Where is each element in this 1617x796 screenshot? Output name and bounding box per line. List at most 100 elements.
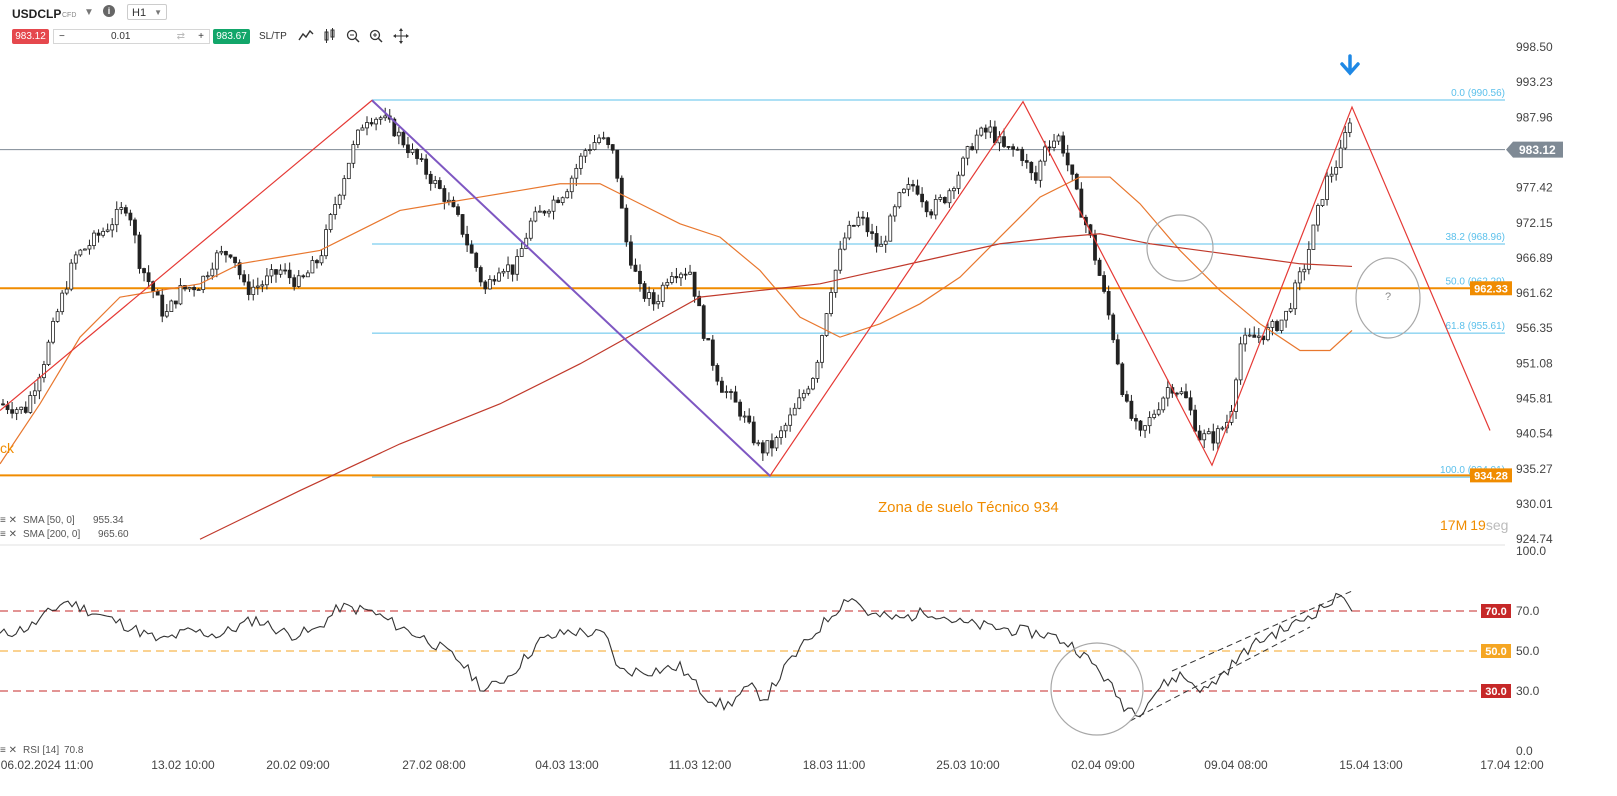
quantity-stepper[interactable]: − 0.01 ⇄ + [53, 29, 210, 44]
candle-body [1124, 394, 1129, 402]
candle-body [974, 134, 979, 151]
legend: ≡ ✕ SMA [50, 0] 955.34 ≡ ✕ SMA [200, 0] … [0, 515, 129, 756]
price-tick-label: 993.23 [1516, 75, 1553, 89]
candle-body [292, 277, 297, 287]
candle-body [756, 442, 761, 445]
candle-body [60, 292, 65, 313]
candle-body [78, 249, 83, 256]
buy-button[interactable]: 983.67 [213, 29, 250, 44]
candle-body [1279, 319, 1284, 331]
candle-body [1156, 409, 1161, 415]
candle-body [842, 237, 847, 250]
candle-body [938, 196, 943, 200]
candle-body [833, 269, 838, 293]
quantity-value[interactable]: 0.01 [111, 31, 131, 42]
time-tick-label: 04.03 13:00 [535, 758, 599, 772]
legend-sma200-name: SMA [200, 0] [23, 529, 80, 540]
candle-body [824, 313, 829, 336]
current-price-tag-label: 983.12 [1519, 143, 1556, 157]
candle-body [1311, 224, 1316, 250]
candle-body [1043, 146, 1047, 162]
sell-button[interactable]: 983.12 [12, 29, 49, 44]
candle-body [1193, 409, 1197, 432]
candle-body [1, 403, 5, 406]
candle-body [428, 173, 433, 184]
legend-rsi-icon[interactable]: ≡ ✕ [0, 745, 17, 756]
rsi-line [0, 592, 1353, 718]
candle-body [588, 149, 592, 151]
symbol-dropdown-icon[interactable]: ▼ [84, 7, 94, 18]
candle-body [446, 199, 451, 202]
fib-level-label: 38.2 (968.96) [1446, 232, 1506, 243]
candle-body [952, 188, 956, 192]
increase-button[interactable]: + [198, 31, 204, 42]
candle-body [32, 390, 37, 396]
candle-body [942, 196, 947, 204]
candle-body [765, 440, 770, 454]
candle-body [1015, 148, 1020, 151]
highlight-circle-target [1355, 257, 1421, 339]
legend-sma200-icon[interactable]: ≡ ✕ [0, 529, 17, 540]
time-tick-label: 25.03 10:00 [936, 758, 1000, 772]
candle-body [1197, 430, 1202, 441]
swap-icon[interactable]: ⇄ [176, 31, 185, 42]
zoom-in-icon[interactable] [368, 28, 384, 44]
crosshair-icon[interactable] [393, 28, 409, 44]
decrease-button[interactable]: − [59, 31, 65, 42]
candle-body [392, 118, 397, 137]
timeframe-select[interactable]: H1 ▼ [127, 4, 167, 20]
candle-body [742, 415, 747, 418]
rsi-tick-label: 30.0 [1516, 684, 1540, 698]
candle-body [606, 137, 611, 145]
zoom-out-icon[interactable] [345, 28, 361, 44]
candle-body [692, 271, 697, 297]
candle-body [437, 180, 442, 189]
symbol-name[interactable]: USDCLP [12, 7, 62, 21]
candle-body [1170, 387, 1175, 394]
candle-body [688, 271, 692, 275]
candle-body [629, 241, 633, 266]
candle-body [433, 180, 438, 184]
candle-body [119, 207, 124, 210]
candle-body [597, 137, 601, 143]
candle-body [255, 285, 260, 288]
candle-body [1138, 420, 1143, 431]
indicators-icon[interactable] [322, 28, 338, 44]
candle-body [906, 184, 911, 190]
candle-body [556, 199, 560, 203]
rsi-level-tag [1481, 684, 1511, 698]
legend-sma50-value: 955.34 [93, 515, 124, 526]
candle-body [583, 150, 588, 157]
candle-body [19, 406, 24, 411]
candle-body [993, 126, 997, 144]
candle-body [1338, 147, 1343, 168]
time-tick-label: 02.04 09:00 [1071, 758, 1135, 772]
candle-body [365, 122, 369, 129]
candle-body [865, 217, 870, 233]
candle-body [1175, 392, 1179, 395]
candle-body [173, 300, 178, 305]
candle-body [1220, 427, 1225, 430]
sl-tp-button[interactable]: SL/TP [259, 31, 287, 42]
candle-body [538, 210, 542, 213]
candle-body [1316, 205, 1320, 226]
candle-body [710, 339, 715, 366]
price-tick-label: 945.81 [1516, 391, 1553, 405]
candle-body [751, 421, 756, 444]
legend-sma50-icon[interactable]: ≡ ✕ [0, 515, 17, 526]
candle-body [1006, 146, 1011, 148]
candle-body [1320, 199, 1325, 206]
candle-body [296, 275, 301, 287]
candle-body [351, 144, 356, 164]
candle-body [1284, 310, 1288, 321]
candle-body [64, 288, 69, 294]
candle-body [1120, 363, 1125, 396]
candle-body [528, 220, 533, 239]
candle-body [1038, 160, 1043, 181]
candle-body [551, 199, 556, 212]
info-icon[interactable]: i [103, 5, 115, 17]
candle-body [1143, 425, 1147, 431]
chart-type-icon[interactable] [298, 28, 314, 44]
candle-body [1302, 268, 1307, 273]
